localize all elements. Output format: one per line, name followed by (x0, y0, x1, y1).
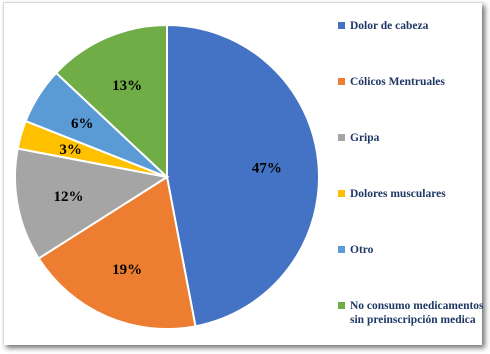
legend-swatch (338, 190, 345, 197)
slice-percent-label: 12% (53, 189, 83, 205)
chart-frame: 47% 19% 12% 3% 6% 13% Dolor de cabeza Cólicos … (3, 2, 484, 345)
legend-label: Cólicos Mentruales (350, 76, 445, 88)
legend-swatch (338, 78, 345, 85)
pie-slice-1 (37, 175, 197, 330)
slice-percent-label: 13% (112, 78, 142, 94)
legend-swatch (338, 22, 345, 29)
legend-label: Gripa (350, 132, 380, 144)
legend-label: Otro (350, 244, 374, 256)
slice-percent-label: 19% (112, 262, 142, 278)
slice-percent-label: 6% (71, 116, 94, 132)
pie-slice-0 (166, 23, 320, 328)
legend-label: No consumo medicamentos sin preinscripci… (350, 300, 484, 326)
pie-slice-2 (14, 147, 170, 260)
slice-percent-label: 47% (252, 161, 282, 177)
pie-chart: 47% 19% 12% 3% 6% 13% (14, 23, 320, 330)
slice-percent-label: 3% (59, 142, 82, 158)
legend-swatch (338, 246, 345, 253)
legend-swatch (338, 134, 345, 141)
pie-slice-5 (54, 23, 168, 180)
legend-label: Dolor de cabeza (350, 20, 429, 32)
legend-swatch (338, 302, 345, 309)
legend-label: Dolores musculares (350, 188, 446, 200)
legend: Dolor de cabeza Cólicos Mentruales Gripa Do… (338, 3, 488, 345)
